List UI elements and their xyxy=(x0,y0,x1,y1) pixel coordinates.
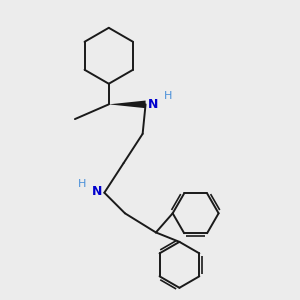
Text: N: N xyxy=(148,98,158,111)
Polygon shape xyxy=(109,100,146,108)
Text: N: N xyxy=(92,185,102,198)
Text: H: H xyxy=(164,91,172,101)
Text: H: H xyxy=(78,179,86,190)
